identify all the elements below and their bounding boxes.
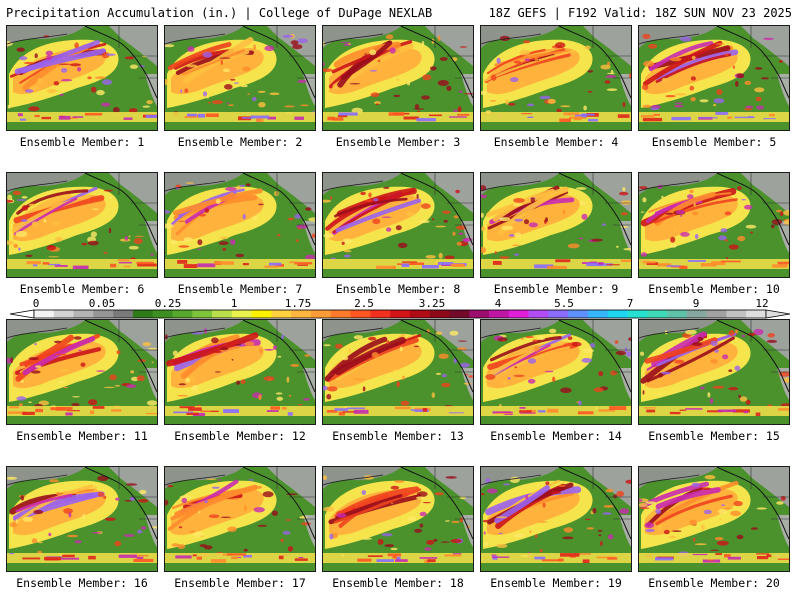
legend-swatch	[370, 310, 391, 318]
legend-swatch	[330, 310, 351, 318]
legend-swatch	[607, 310, 628, 318]
ensemble-member-caption: Ensemble Member: 6	[19, 282, 145, 296]
legend-swatch	[113, 310, 134, 318]
ensemble-member-caption: Ensemble Member: 10	[648, 282, 780, 296]
legend-swatch	[53, 310, 74, 318]
ensemble-member-map-9	[480, 172, 632, 278]
legend-swatch	[667, 310, 688, 318]
legend-tick-label: 9	[693, 297, 700, 310]
ensemble-member-caption: Ensemble Member: 12	[174, 429, 306, 443]
legend-tick-label: 5.5	[554, 297, 574, 310]
ensemble-member-caption: Ensemble Member: 2	[177, 135, 303, 149]
legend-swatch	[489, 310, 510, 318]
legend-swatch	[291, 310, 312, 318]
legend-tick-label: 1.75	[285, 297, 312, 310]
ensemble-member-map-7	[164, 172, 316, 278]
legend-tick-label: 12	[755, 297, 768, 310]
ensemble-member-caption: Ensemble Member: 19	[490, 576, 622, 590]
ensemble-member-caption: Ensemble Member: 18	[332, 576, 464, 590]
legend-swatch	[34, 310, 55, 318]
ensemble-member-map-5	[638, 25, 790, 131]
legend-tick-label: 0.25	[155, 297, 182, 310]
ensemble-member-caption: Ensemble Member: 1	[19, 135, 145, 149]
ensemble-member-map-18	[322, 466, 474, 572]
ensemble-member-map-12	[164, 319, 316, 425]
legend-swatch	[686, 310, 707, 318]
ensemble-member-map-13	[322, 319, 474, 425]
ensemble-member-map-3	[322, 25, 474, 131]
legend-tick-label: 4	[495, 297, 502, 310]
chart-title: Precipitation Accumulation (in.) | Colle…	[6, 6, 433, 20]
ensemble-member-caption: Ensemble Member: 11	[16, 429, 148, 443]
legend-tick-label: 3.25	[419, 297, 446, 310]
ensemble-member-map-14	[480, 319, 632, 425]
ensemble-member-map-15	[638, 319, 790, 425]
legend-tick-label: 1	[231, 297, 238, 310]
legend-swatch	[231, 310, 252, 318]
legend-swatch	[132, 310, 153, 318]
ensemble-member-caption: Ensemble Member: 3	[335, 135, 461, 149]
ensemble-member-caption: Ensemble Member: 8	[335, 282, 461, 296]
legend-swatch	[350, 310, 371, 318]
legend-swatch	[568, 310, 589, 318]
legend-swatch	[627, 310, 648, 318]
legend-swatch	[587, 310, 609, 318]
legend-swatch	[429, 310, 450, 318]
ensemble-member-caption: Ensemble Member: 4	[493, 135, 619, 149]
legend-swatch	[212, 310, 233, 318]
ensemble-member-caption: Ensemble Member: 17	[174, 576, 306, 590]
ensemble-member-map-4	[480, 25, 632, 131]
legend-swatch	[746, 310, 767, 318]
legend-swatch	[390, 310, 411, 318]
legend-min-arrow	[9, 309, 35, 319]
ensemble-member-caption: Ensemble Member: 15	[648, 429, 780, 443]
ensemble-member-map-16	[6, 466, 158, 572]
legend-swatch	[469, 310, 490, 318]
ensemble-member-caption: Ensemble Member: 7	[177, 282, 303, 296]
ensemble-member-map-10	[638, 172, 790, 278]
legend-swatch	[73, 310, 94, 318]
legend-swatch	[152, 310, 173, 318]
legend-swatch	[726, 310, 747, 318]
legend-swatch	[310, 310, 332, 318]
legend-swatch	[271, 310, 292, 318]
run-valid-time: 18Z GEFS | F192 Valid: 18Z SUN NOV 23 20…	[488, 6, 792, 20]
legend-swatch	[251, 310, 272, 318]
ensemble-member-map-8	[322, 172, 474, 278]
legend-swatch	[192, 310, 213, 318]
ensemble-member-caption: Ensemble Member: 9	[493, 282, 619, 296]
legend-max-arrow	[765, 309, 791, 319]
ensemble-member-caption: Ensemble Member: 14	[490, 429, 622, 443]
ensemble-member-map-2	[164, 25, 316, 131]
ensemble-member-caption: Ensemble Member: 13	[332, 429, 464, 443]
legend-swatch	[172, 310, 193, 318]
ensemble-member-map-20	[638, 466, 790, 572]
legend-swatch	[647, 310, 668, 318]
legend-swatch	[93, 310, 114, 318]
legend-swatch	[409, 310, 430, 318]
ensemble-member-caption: Ensemble Member: 20	[648, 576, 780, 590]
legend-swatch	[528, 310, 549, 318]
ensemble-member-caption: Ensemble Member: 16	[16, 576, 148, 590]
legend-tick-label: 0	[33, 297, 40, 310]
legend-swatch	[508, 310, 529, 318]
ensemble-member-map-17	[164, 466, 316, 572]
ensemble-member-map-1	[6, 25, 158, 131]
ensemble-member-map-11	[6, 319, 158, 425]
precip-color-legend: 0 0.05 0.25 1 1.75 2.5 3.25 4 5.5 7 9 12	[0, 297, 800, 321]
legend-tick-label: 7	[627, 297, 634, 310]
legend-swatch	[449, 310, 470, 318]
legend-swatch	[706, 310, 727, 318]
ensemble-member-map-6	[6, 172, 158, 278]
ensemble-member-map-19	[480, 466, 632, 572]
ensemble-member-caption: Ensemble Member: 5	[651, 135, 777, 149]
legend-swatch	[548, 310, 569, 318]
legend-tick-label: 2.5	[354, 297, 374, 310]
legend-tick-label: 0.05	[89, 297, 116, 310]
